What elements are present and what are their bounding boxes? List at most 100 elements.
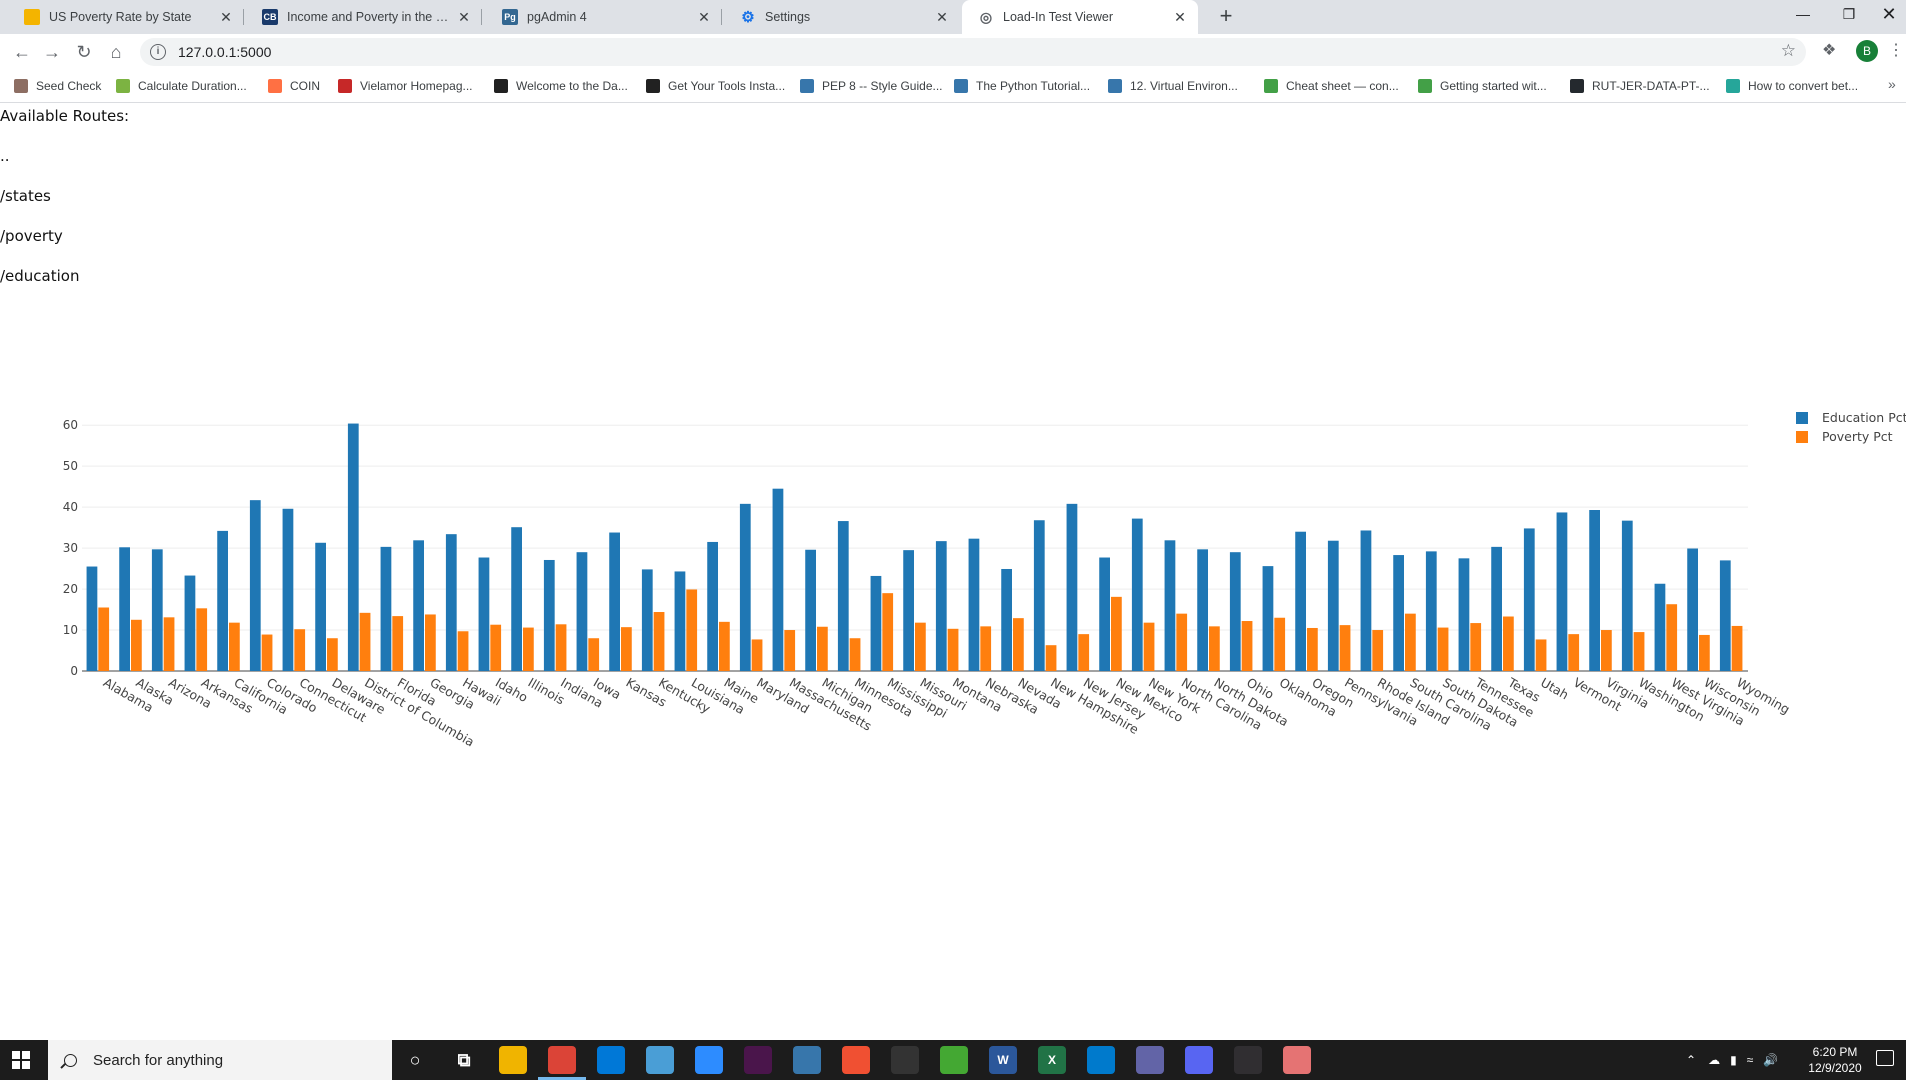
bar-poverty xyxy=(653,612,665,671)
bookmark-favicon-icon xyxy=(494,79,508,93)
cortana-icon[interactable]: ○ xyxy=(409,1049,421,1070)
bookmark-item[interactable]: Calculate Duration... xyxy=(116,76,247,96)
bookmark-star-icon[interactable]: ☆ xyxy=(1780,41,1796,60)
chart-favicon xyxy=(24,9,40,25)
close-icon[interactable]: ✕ xyxy=(458,8,470,25)
git-icon[interactable] xyxy=(842,1046,870,1074)
bar-poverty xyxy=(1601,630,1612,671)
home-icon[interactable]: ⌂ xyxy=(110,42,122,62)
restore-button[interactable]: ❐ xyxy=(1842,6,1856,22)
bar-education xyxy=(641,569,653,671)
info-icon[interactable]: i xyxy=(150,44,166,60)
bookmark-item[interactable]: Welcome to the Da... xyxy=(494,76,628,96)
new-tab-button[interactable]: + xyxy=(1219,3,1233,28)
route-item: /poverty xyxy=(0,227,63,245)
bar-education xyxy=(1360,530,1372,671)
bookmarks-overflow-icon[interactable]: » xyxy=(1888,76,1896,92)
tab-5[interactable]: ◎ Load-In Test Viewer ✕ xyxy=(962,0,1198,34)
close-window-button[interactable]: ✕ xyxy=(1881,4,1897,24)
bookmark-item[interactable]: 12. Virtual Environ... xyxy=(1108,76,1238,96)
legend-swatch xyxy=(1796,431,1808,443)
bar-education xyxy=(968,538,980,671)
bar-education xyxy=(609,532,620,671)
bookmark-item[interactable]: Vielamor Homepag... xyxy=(338,76,473,96)
close-icon[interactable]: ✕ xyxy=(1174,8,1186,25)
word-icon[interactable]: W xyxy=(989,1046,1017,1074)
obs-icon[interactable] xyxy=(1234,1046,1262,1074)
bar-education xyxy=(1621,520,1633,671)
terminal-icon[interactable] xyxy=(891,1046,919,1074)
bar-education xyxy=(282,508,294,671)
bar-poverty xyxy=(882,593,894,671)
teams-icon[interactable] xyxy=(1136,1046,1164,1074)
bookmark-item[interactable]: The Python Tutorial... xyxy=(954,76,1090,96)
battery-icon[interactable]: ▮ xyxy=(1730,1053,1737,1067)
anaconda-icon[interactable] xyxy=(940,1046,968,1074)
bar-education xyxy=(543,559,555,671)
bookmark-item[interactable]: COIN xyxy=(268,76,320,96)
notes-icon[interactable] xyxy=(646,1046,674,1074)
close-icon[interactable]: ✕ xyxy=(698,8,710,25)
volume-icon[interactable]: 🔊 xyxy=(1763,1053,1779,1067)
python-icon[interactable] xyxy=(793,1046,821,1074)
bar-poverty xyxy=(1241,621,1253,671)
zoom-icon[interactable] xyxy=(695,1046,723,1074)
vscode-icon[interactable] xyxy=(1087,1046,1115,1074)
bar-poverty xyxy=(980,626,992,671)
cloud-icon[interactable]: ☁ xyxy=(1708,1053,1721,1067)
bookmark-item[interactable]: How to convert bet... xyxy=(1726,76,1858,96)
bookmark-label: Welcome to the Da... xyxy=(516,79,628,93)
slack-icon[interactable] xyxy=(744,1046,772,1074)
taskbar-search-placeholder: Search for anything xyxy=(93,1051,224,1069)
extensions-puzzle-icon[interactable]: ❖ xyxy=(1822,42,1837,59)
discord-icon[interactable] xyxy=(1185,1046,1213,1074)
bookmark-favicon-icon xyxy=(1264,79,1278,93)
bar-education xyxy=(674,571,686,671)
tab-1[interactable]: US Poverty Rate by State ✕ xyxy=(8,0,244,34)
bookmark-favicon-icon xyxy=(268,79,282,93)
menu-kebab-icon[interactable]: ⋮ xyxy=(1888,42,1904,59)
bar-education xyxy=(707,541,718,671)
system-tray: ⌃ ☁ ▮ ≈ 🔊 xyxy=(1686,1040,1778,1080)
minimize-button[interactable]: — xyxy=(1796,6,1810,22)
tab-3[interactable]: Pg pgAdmin 4 ✕ xyxy=(486,0,722,34)
close-icon[interactable]: ✕ xyxy=(220,8,232,25)
bookmark-item[interactable]: Getting started wit... xyxy=(1418,76,1547,96)
bar-poverty xyxy=(425,614,436,671)
bookmark-item[interactable]: RUT-JER-DATA-PT-... xyxy=(1570,76,1710,96)
excel-icon[interactable]: X xyxy=(1038,1046,1066,1074)
bookmark-label: The Python Tutorial... xyxy=(976,79,1091,93)
close-icon[interactable]: ✕ xyxy=(936,8,948,25)
address-bar[interactable]: i 127.0.0.1:5000 ☆ xyxy=(140,38,1806,66)
reload-icon[interactable]: ↻ xyxy=(76,42,92,62)
bar-education xyxy=(837,521,849,671)
bookmark-item[interactable]: Get Your Tools Insta... xyxy=(646,76,785,96)
calculator-icon[interactable] xyxy=(597,1046,625,1074)
url-text[interactable]: 127.0.0.1:5000 xyxy=(178,44,272,60)
bar-poverty xyxy=(294,629,306,671)
bookmarks-bar: Seed Check Calculate Duration... COIN Viela… xyxy=(0,70,1906,103)
x-tick-label: Utah xyxy=(1538,675,1571,703)
wifi-icon[interactable]: ≈ xyxy=(1746,1053,1754,1067)
bar-poverty xyxy=(588,638,600,671)
tab-2[interactable]: CB Income and Poverty in the United State… xyxy=(246,0,482,34)
notification-icon[interactable] xyxy=(1876,1050,1894,1066)
taskbar-clock[interactable]: 6:20 PM 12/9/2020 xyxy=(1800,1044,1870,1076)
bookmark-item[interactable]: Seed Check xyxy=(14,76,101,96)
paint-icon[interactable] xyxy=(1283,1046,1311,1074)
chevron-up-icon[interactable]: ⌃ xyxy=(1686,1053,1697,1067)
bookmark-label: 12. Virtual Environ... xyxy=(1130,79,1238,93)
windows-start-icon[interactable] xyxy=(12,1051,30,1069)
bar-poverty xyxy=(947,628,959,671)
tab-4[interactable]: ⚙ Settings ✕ xyxy=(724,0,960,34)
back-icon[interactable]: ← xyxy=(13,42,31,62)
y-tick-label: 30 xyxy=(63,541,78,555)
bookmark-item[interactable]: PEP 8 -- Style Guide... xyxy=(800,76,943,96)
taskbar-search-input[interactable]: Search for anything xyxy=(48,1040,392,1080)
task-view-icon[interactable]: ⧉ xyxy=(457,1049,471,1070)
file-explorer-icon[interactable] xyxy=(499,1046,527,1074)
bookmark-item[interactable]: Cheat sheet — con... xyxy=(1264,76,1399,96)
avatar[interactable]: B xyxy=(1856,40,1878,62)
forward-icon[interactable]: → xyxy=(43,42,61,62)
chrome-icon[interactable] xyxy=(548,1046,576,1074)
